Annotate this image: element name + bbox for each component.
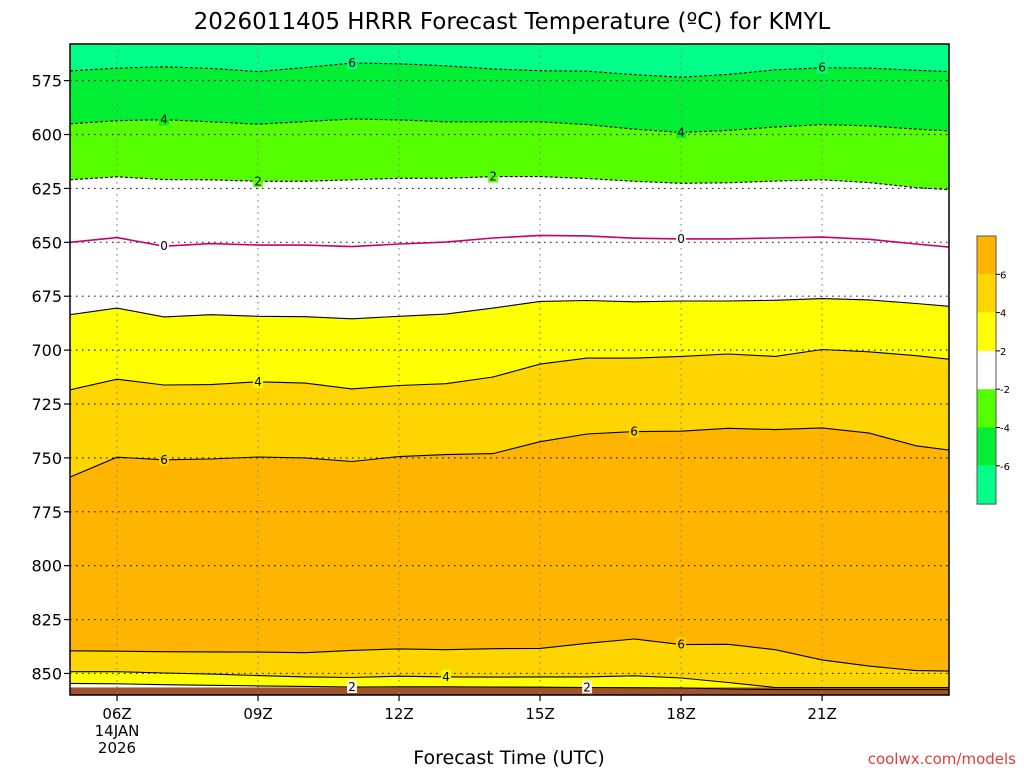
contour-line-8 [70, 671, 949, 689]
temperature-band-6 [70, 427, 949, 672]
contour-label: 6 [677, 638, 685, 652]
contour-label: 4 [442, 670, 450, 684]
y-tick-label: 775 [31, 503, 62, 522]
colorbar-swatch [977, 274, 996, 313]
temperature-band-8 [70, 671, 949, 690]
y-tick-label: 750 [31, 449, 62, 468]
colorbar-swatch [977, 465, 996, 505]
contour-label-bg [347, 55, 358, 69]
contour-label: 2 [254, 174, 262, 188]
y-tick-label: 625 [31, 179, 62, 198]
contour-label-bg [253, 174, 264, 188]
colorbar-tick-label: 4 [1000, 309, 1006, 320]
plot-frame [69, 43, 950, 696]
y-tick-label: 575 [31, 72, 62, 91]
contour-label-bg [441, 669, 452, 683]
contour-line-7 [70, 638, 949, 672]
y-tick-label: 825 [31, 611, 62, 630]
contour-label: 2 [583, 680, 591, 694]
contour-label-bg [676, 125, 687, 139]
contour-label: 4 [677, 125, 685, 139]
contour-label: 2 [348, 680, 356, 694]
contour-label-bg [582, 680, 593, 694]
chart-title: 2026011405 HRRR Forecast Temperature (ºC… [194, 9, 831, 35]
ground-layer [70, 687, 949, 695]
y-tick-label: 800 [31, 557, 62, 576]
contour-label-bg [488, 169, 499, 183]
contour-line-4 [70, 298, 949, 320]
colorbar-swatch [977, 312, 996, 351]
y-tick-label: 725 [31, 395, 62, 414]
x-tick-sublabel: 2026 [98, 739, 136, 757]
temperature-band-0 [70, 44, 949, 78]
contour-label-bg [253, 374, 264, 388]
contour-label: 4 [160, 113, 168, 127]
x-tick-label: 21Z [807, 705, 836, 723]
contour-label-bg [629, 424, 640, 438]
contour-label-bg [817, 60, 828, 74]
contour-line-5 [70, 348, 949, 391]
x-tick-label: 06Z [102, 705, 131, 723]
contour-label: 4 [254, 375, 262, 389]
contour-label-bg [676, 231, 687, 245]
temperature-band-4 [70, 298, 949, 390]
contour-label: 0 [677, 232, 685, 246]
y-axis: 575 600 625 650 675 700 725 750 775 800 825 850 [31, 72, 70, 683]
contour-line-1 [70, 118, 949, 133]
colorbar-swatch [977, 350, 996, 390]
contour-label: 6 [348, 56, 356, 70]
contour-line-2 [70, 176, 949, 191]
contour-labels: 6 6 4 4 2 2 0 0 4 6 6 6 4 2 2 [159, 55, 828, 694]
temperature-band-2 [70, 119, 949, 190]
colorbar-swatch [977, 236, 996, 275]
contour-label: 6 [630, 425, 638, 439]
contour-label: 6 [160, 453, 168, 467]
colorbar-swatch [977, 389, 996, 428]
filled-contours [70, 44, 949, 695]
temperature-band-1 [70, 63, 949, 133]
x-axis-label: Forecast Time (UTC) [413, 747, 604, 768]
contour-label-bg [676, 637, 687, 651]
y-tick-label: 650 [31, 233, 62, 252]
credit-text: coolwx.com/models [868, 750, 1016, 768]
colorbar-tick-label: -6 [1000, 462, 1010, 473]
contour-label-bg [159, 239, 170, 253]
x-tick-label: 09Z [243, 705, 272, 723]
contour-line-6 [70, 427, 949, 478]
contour-label: 6 [818, 61, 826, 75]
contour-label: 2 [489, 170, 497, 184]
y-tick-label: 700 [31, 341, 62, 360]
colorbar-tick-label: -2 [1000, 385, 1010, 396]
x-tick-sublabel: 14JAN [95, 722, 140, 740]
y-tick-label: 600 [31, 126, 62, 145]
temperature-band-5 [70, 349, 949, 478]
temperature-band-7 [70, 639, 949, 688]
contour-line-9 [70, 682, 949, 691]
colorbar-swatch [977, 427, 996, 466]
contour-label: 0 [160, 239, 168, 253]
x-tick-label: 12Z [384, 705, 413, 723]
colorbar: 6 4 2 -2 -4 -6 [976, 235, 1010, 505]
contour-line-0 [70, 62, 949, 78]
contour-label-bg [159, 452, 170, 466]
colorbar-tick-label: -4 [1000, 424, 1010, 435]
contour-line-3 [70, 234, 949, 248]
y-tick-label: 850 [31, 664, 62, 683]
colorbar-frame [976, 235, 997, 505]
contour-lines [70, 62, 949, 691]
x-tick-label: 15Z [525, 705, 554, 723]
contour-label-bg [159, 112, 170, 126]
temperature-band-3 [70, 176, 949, 319]
grid-lines [70, 44, 949, 695]
colorbar-tick-label: 6 [1000, 270, 1006, 281]
plot-area: 6 6 4 4 2 2 0 0 4 6 6 6 4 2 2 [70, 44, 949, 695]
ground-fill [70, 687, 949, 695]
colorbar-tick-label: 2 [1000, 347, 1006, 358]
y-tick-label: 675 [31, 287, 62, 306]
x-tick-label: 18Z [666, 705, 695, 723]
contour-label-bg [347, 680, 358, 694]
